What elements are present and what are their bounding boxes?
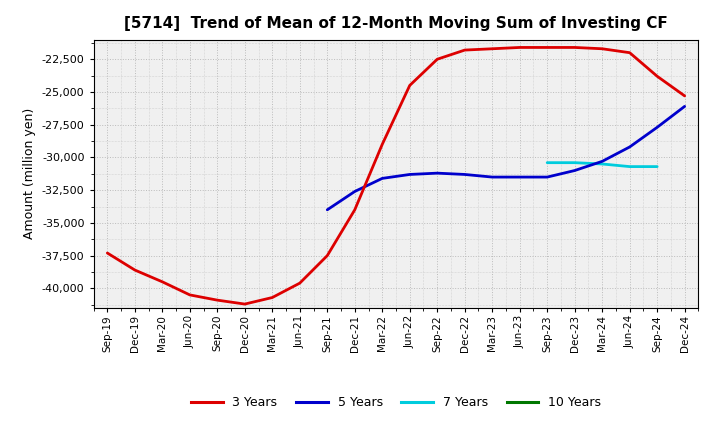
Title: [5714]  Trend of Mean of 12-Month Moving Sum of Investing CF: [5714] Trend of Mean of 12-Month Moving … xyxy=(124,16,668,32)
Y-axis label: Amount (million yen): Amount (million yen) xyxy=(23,108,36,239)
Legend: 3 Years, 5 Years, 7 Years, 10 Years: 3 Years, 5 Years, 7 Years, 10 Years xyxy=(186,392,606,414)
